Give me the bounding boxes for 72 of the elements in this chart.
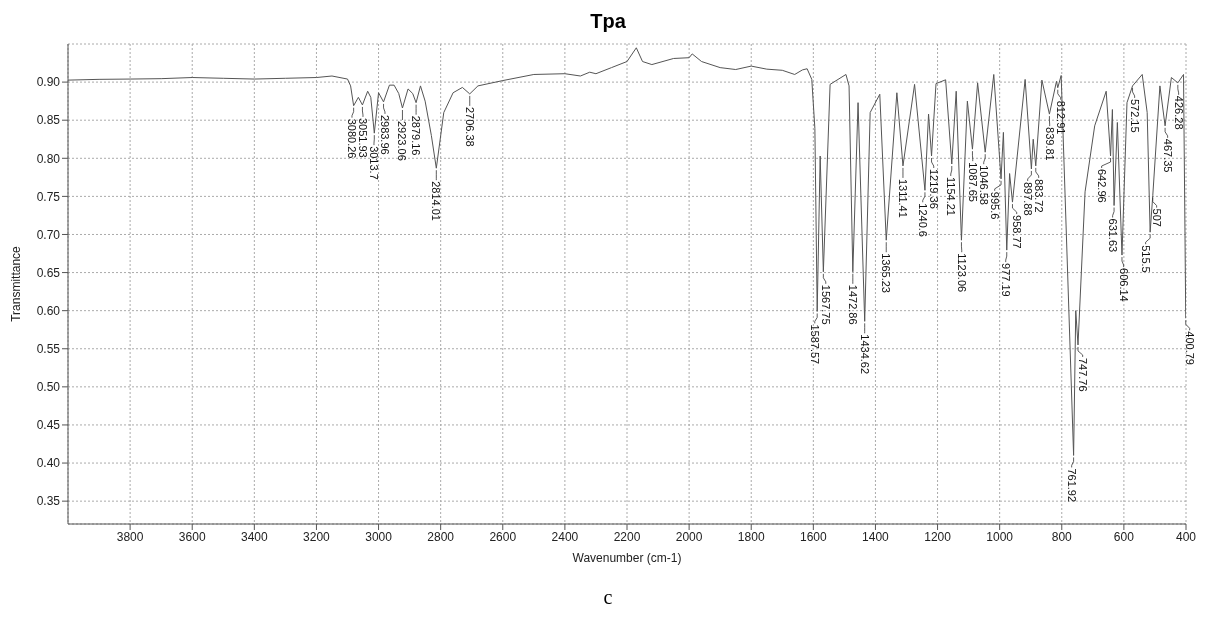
x-tick-label: 3400	[240, 529, 268, 544]
annotation: 606.14	[1117, 268, 1130, 302]
annotation: 2983.96	[378, 114, 391, 155]
y-tick-label: 0.35	[36, 494, 61, 509]
x-axis-title: Wavenumber (cm-1)	[572, 551, 682, 565]
annotation: 1087.65	[966, 162, 979, 202]
annotation: 1046.58	[977, 165, 990, 205]
annotation: 2923.06	[396, 121, 409, 161]
y-tick-label: 0.60	[36, 303, 61, 318]
text: c	[602, 586, 614, 609]
annotation: 747.76	[1076, 357, 1089, 392]
y-tick-label: 0.85	[36, 113, 61, 128]
annotation: 642.96	[1095, 169, 1108, 203]
annotation: 631.63	[1106, 218, 1119, 253]
y-tick-label: 0.65	[36, 265, 61, 280]
annotation: 1365.23	[880, 253, 893, 293]
annotation: 1154.21	[944, 177, 957, 216]
x-tick-label: 800	[1051, 529, 1073, 544]
chart-title: Tpa	[589, 9, 627, 34]
annotation: 507	[1150, 208, 1163, 227]
x-tick-label: 2200	[613, 529, 641, 544]
annotation: 2879.16	[410, 115, 423, 156]
y-tick-label: 0.55	[36, 342, 61, 357]
x-tick-label: 2800	[427, 529, 455, 544]
y-tick-label: 0.45	[36, 418, 61, 433]
annotation: 1567.75	[819, 284, 832, 325]
x-tick-label: 3800	[116, 529, 144, 544]
annotation: 812.91	[1054, 100, 1067, 135]
annotation: 3013.7	[367, 146, 380, 180]
annotation: 426.28	[1172, 95, 1185, 130]
y-axis-title: Transmittance	[9, 245, 24, 322]
annotation: 995.6	[988, 191, 1001, 220]
x-tick-label: 1400	[862, 529, 890, 544]
annotation: 1240.6	[916, 203, 929, 237]
x-tick-label: 1600	[799, 529, 827, 544]
annotation: 515.5	[1139, 245, 1152, 273]
y-tick-label: 0.80	[36, 151, 61, 166]
annotation: 467.35	[1161, 138, 1174, 173]
x-tick-label: 1000	[986, 529, 1014, 544]
annotation: 400.79	[1183, 331, 1196, 365]
x-tick-label: 400	[1175, 529, 1197, 544]
annotation: 3080.26	[345, 118, 358, 159]
annotation: 883.72	[1032, 178, 1045, 213]
annotation: 958.77	[1010, 215, 1023, 249]
annotation: 977.19	[999, 263, 1012, 297]
annotation: 839.81	[1043, 127, 1056, 161]
annotation: 2706.38	[463, 106, 476, 147]
annotation: 1472.86	[846, 284, 859, 325]
x-tick-label: 2400	[551, 529, 579, 544]
x-tick-label: 1800	[737, 529, 765, 544]
annotation: 3051.93	[356, 117, 369, 158]
annotation: 1219.36	[927, 169, 940, 209]
x-tick-label: 2600	[489, 529, 517, 544]
annotation: 1311.41	[896, 178, 909, 218]
x-tick-label: 3000	[365, 529, 393, 544]
x-tick-label: 600	[1113, 529, 1135, 544]
x-tick-label: 1200	[924, 529, 952, 544]
y-tick-label: 0.75	[36, 189, 61, 204]
y-tick-label: 0.50	[36, 380, 61, 395]
y-tick-label: 0.90	[36, 75, 61, 90]
annotation: 897.88	[1021, 181, 1034, 216]
x-tick-label: 2000	[675, 529, 703, 544]
x-tick-label: 3200	[303, 529, 331, 544]
y-tick-label: 0.40	[36, 456, 61, 471]
x-tick-label: 3600	[178, 529, 206, 544]
annotation: 1123.06	[955, 253, 968, 293]
y-tick-label: 0.70	[36, 227, 61, 242]
annotation: 1434.62	[858, 334, 871, 375]
annotation: 2814.01	[430, 181, 443, 221]
annotation: 761.92	[1065, 468, 1078, 503]
annotation: 1587.57	[808, 324, 821, 365]
annotation: 572.15	[1128, 98, 1141, 133]
